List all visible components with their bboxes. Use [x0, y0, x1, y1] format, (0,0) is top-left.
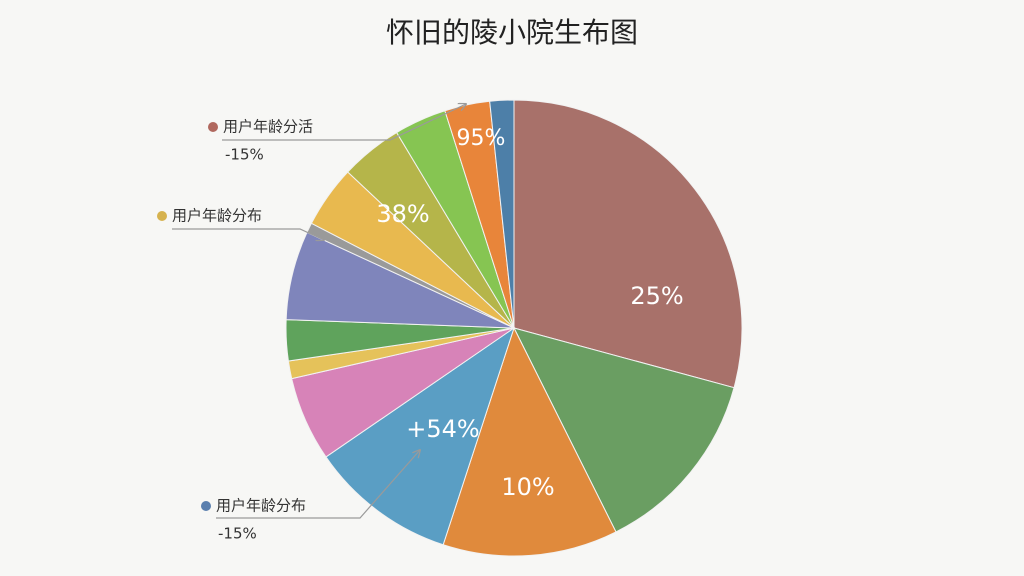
- pie-slice: [513, 99, 743, 389]
- pie-slice: [325, 326, 515, 546]
- chart-title: 怀旧的陵小院生布图: [386, 16, 638, 49]
- slice-label: 25%: [630, 282, 683, 310]
- callout-label: 用户年龄分布: [172, 207, 262, 225]
- callout-dot: [201, 501, 211, 511]
- callout-label: 用户年龄分活: [223, 118, 313, 136]
- pie-slice: [442, 326, 617, 557]
- pie-slice: [489, 99, 515, 329]
- callout-line: [216, 450, 420, 519]
- pie: [285, 99, 743, 557]
- callout-dot: [208, 122, 218, 132]
- callout-note: -15%: [218, 525, 257, 543]
- callout-line: [172, 228, 324, 240]
- slice-label: 95%: [457, 126, 506, 151]
- callout-dot: [157, 211, 167, 221]
- callout-label: 用户年龄分布: [216, 497, 306, 515]
- callout-line: [222, 104, 466, 141]
- pie-slice: [513, 327, 735, 533]
- slice-label: 10%: [501, 473, 554, 501]
- slice-label: 38%: [376, 200, 429, 228]
- callout-note: -15%: [225, 146, 264, 164]
- slice-label: +54%: [406, 415, 479, 443]
